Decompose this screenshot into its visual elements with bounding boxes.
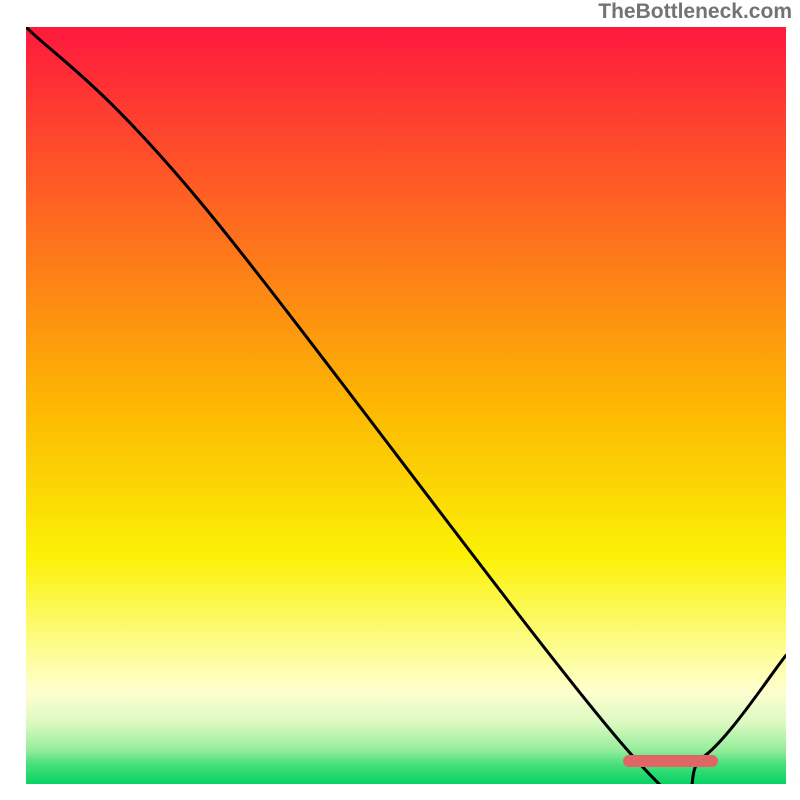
valley-marker-pill — [623, 755, 718, 767]
line-chart — [26, 27, 786, 784]
watermark-text: TheBottleneck.com — [598, 0, 792, 24]
viewport: TheBottleneck.com — [0, 0, 800, 800]
curve-path — [26, 27, 786, 784]
plot-area — [26, 27, 786, 784]
